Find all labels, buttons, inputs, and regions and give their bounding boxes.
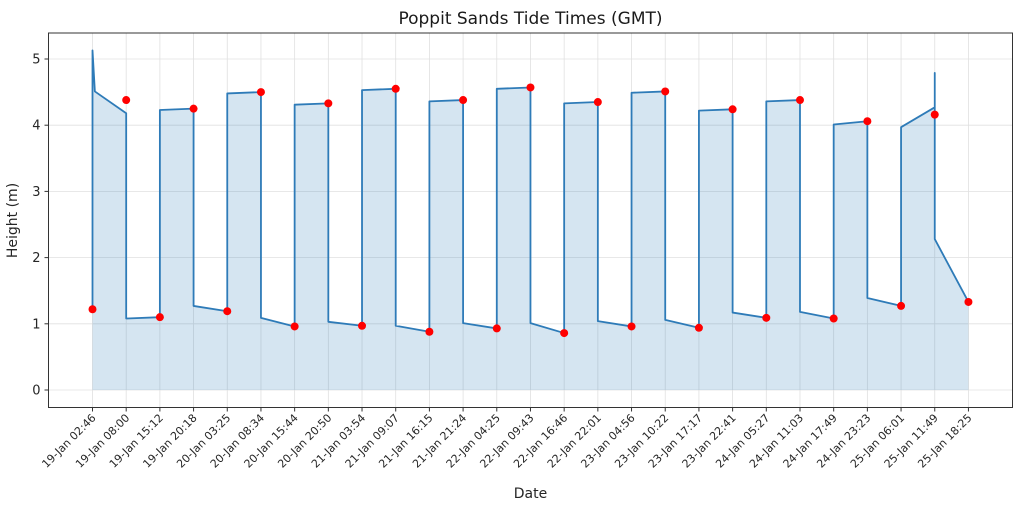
tide-event-marker: [526, 83, 535, 92]
tide-event-marker: [795, 96, 804, 105]
y-tick-label: 3: [32, 185, 40, 200]
tide-event-marker: [223, 307, 232, 316]
tide-event-marker: [627, 322, 636, 331]
tide-series: [88, 49, 973, 390]
tide-event-marker: [88, 305, 97, 314]
tide-event-marker: [189, 104, 198, 113]
tide-event-marker: [122, 96, 131, 105]
tide-event-marker: [694, 323, 703, 332]
tide-event-marker: [290, 322, 299, 331]
tide-event-marker: [593, 98, 602, 107]
tide-event-marker: [964, 297, 973, 306]
tide-event-marker: [425, 327, 434, 336]
tide-event-marker: [762, 313, 771, 322]
tide-event-marker: [897, 301, 906, 310]
tide-event-marker: [459, 96, 468, 105]
tide-event-marker: [492, 324, 501, 333]
y-tick-label: 1: [32, 317, 40, 332]
tide-event-marker: [358, 321, 367, 330]
tide-event-marker: [930, 110, 939, 119]
y-tick-label: 2: [32, 251, 40, 266]
tide-event-marker: [324, 99, 333, 108]
tide-event-marker: [661, 87, 670, 96]
chart-title: Poppit Sands Tide Times (GMT): [398, 9, 662, 29]
y-tick-label: 5: [32, 53, 40, 68]
tide-event-marker: [391, 84, 400, 93]
tide-event-marker: [256, 88, 265, 97]
y-tick-label: 4: [32, 119, 40, 134]
x-axis-label: Date: [514, 486, 547, 502]
y-tick-label: 0: [32, 384, 40, 399]
y-axis-label: Height (m): [5, 183, 21, 258]
plot-border: [48, 32, 1013, 408]
tide-event-marker: [155, 313, 164, 322]
tide-event-marker: [728, 105, 737, 114]
tide-event-marker: [863, 117, 872, 126]
tide-event-marker: [829, 314, 838, 323]
tide-event-marker: [560, 329, 569, 338]
